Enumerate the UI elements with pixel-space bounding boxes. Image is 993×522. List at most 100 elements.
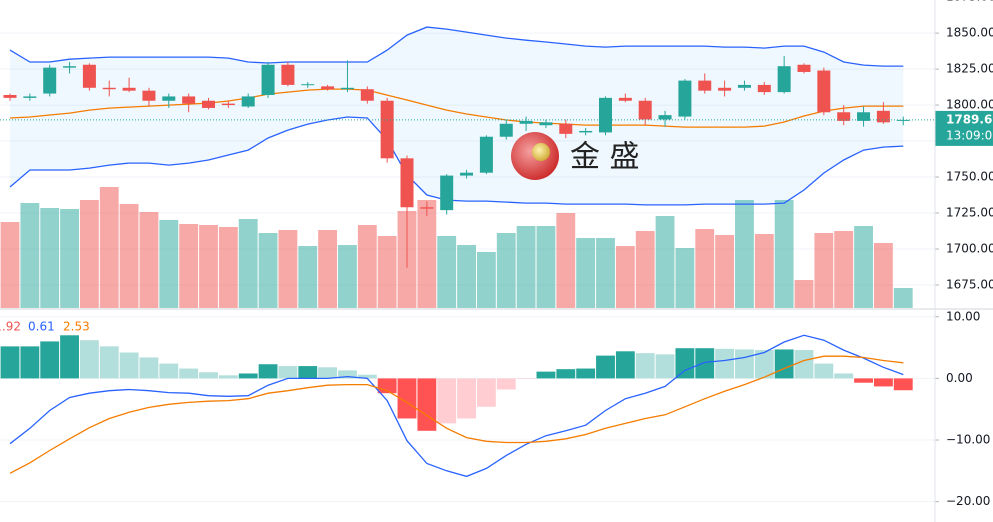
logo-center [532,143,550,161]
y-tick-label: 1675.00 [946,277,993,291]
volume-bar [179,224,199,308]
histogram-bar [139,357,159,379]
candle-body [479,136,493,173]
volume-bar [814,233,834,308]
candle-body [202,100,215,108]
volume-bar [357,225,377,308]
histogram-bar [318,367,338,379]
candle-body [182,96,196,104]
histogram-bar [417,378,437,431]
candle-body [698,80,712,91]
volume-bar [754,234,774,308]
histogram-bar [258,364,278,379]
candle-body [122,87,136,91]
volume-bar [476,252,496,308]
candle-body [678,80,692,117]
histogram-bar [873,378,893,387]
histogram-bar [516,378,536,380]
volume-bar [615,246,635,308]
y-tick-label: 1875.00 [946,0,993,4]
histogram-bar [834,373,854,379]
histogram-bar [457,378,476,419]
y-tick-label: 1700.00 [946,241,993,255]
candle-body [3,94,17,98]
countdown-label: 13:09:0 [946,128,992,142]
volume-bar [893,288,913,308]
histogram-bar [238,373,258,379]
histogram-bar [338,370,357,379]
candle-body [519,120,533,124]
watermark-text: 金 盛 [570,140,640,175]
histogram-bar [437,378,457,424]
histogram-bar [496,378,516,390]
y-tick-label: 1800.00 [946,98,993,112]
volume-bar [576,238,596,308]
histogram-bar [715,348,735,379]
volume-bar [556,213,576,308]
histogram-bar [476,378,496,407]
candle-body [737,84,751,88]
histogram-bar [357,374,377,379]
histogram-bar [20,346,40,379]
volume-bar [99,187,119,308]
histogram-bar [893,378,913,391]
band-fill [10,27,904,205]
volume-bar [20,203,40,308]
volume-bar [199,225,218,308]
candle-body [162,96,176,101]
histogram-bar [854,378,873,383]
volume-bar [238,219,258,308]
candle-body [817,70,831,113]
y-tick-label: 1725.00 [946,206,993,220]
volume-bar [854,226,873,308]
candle-body [360,89,374,101]
volume-bar [338,245,357,308]
macd-line [9,355,904,474]
histogram-bar [794,350,814,379]
volume-bar [655,216,675,308]
candle-body [599,97,612,133]
candle-body [261,64,275,95]
candle-body [301,84,315,86]
price-axis: 1675.001700.001725.001750.001775.001800.… [935,0,993,508]
candle-body [579,130,593,133]
volume-bar [675,248,695,308]
volume-bar [715,235,735,308]
volume-bar [119,204,139,308]
volume-bar [774,200,794,308]
candle-body [658,115,672,120]
histogram-bar [199,372,218,379]
candle-body [63,66,77,68]
histogram-bar [79,340,99,379]
volume-bar [794,280,814,308]
histogram-bar [774,349,794,379]
histogram-bar [60,335,79,379]
histogram-bar [576,368,596,379]
histogram-bar [159,363,179,379]
volume-bar [60,209,79,308]
candle-body [440,175,454,211]
candle-body [618,97,632,101]
histogram-bar [218,375,238,379]
candle-body [321,86,335,90]
watermark: 金 盛 [511,132,640,180]
volume-bar [695,229,715,308]
candle-body [539,122,553,126]
volume-bar [298,246,318,308]
histogram-bar [119,352,139,379]
histogram-bar [99,346,119,379]
lower-band [9,116,904,206]
volume-bar [496,233,516,308]
candle-body [340,87,354,90]
histogram-bar [0,346,20,379]
candle-body [857,112,871,121]
volume-bar [40,208,60,308]
legend-value: 0.61 [28,320,55,334]
volume-bar [377,236,397,308]
upper-band [9,26,904,67]
volume-bar [516,226,536,308]
histogram-bar [40,341,60,379]
candle-body [380,100,394,159]
candle-body [757,84,771,93]
